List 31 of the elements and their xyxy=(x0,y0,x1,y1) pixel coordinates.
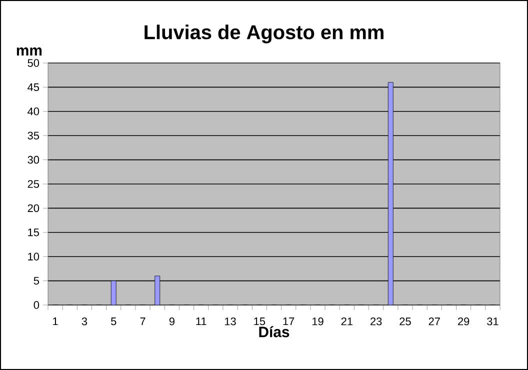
y-tick-label: 50 xyxy=(28,59,40,67)
x-tick-label: 27 xyxy=(428,318,440,326)
y-tick-label: 5 xyxy=(34,276,40,285)
y-tick-label: 40 xyxy=(28,108,40,116)
bar xyxy=(388,82,394,305)
x-tick-label: 25 xyxy=(400,318,411,326)
y-tick-label: 35 xyxy=(28,132,40,140)
y-tick-label: 30 xyxy=(28,156,40,164)
y-tick-label: 45 xyxy=(28,83,40,92)
y-tick-label: 15 xyxy=(28,228,40,236)
x-tick-label: 31 xyxy=(487,318,498,326)
x-tick-label: 17 xyxy=(283,318,294,326)
x-tick-label: 5 xyxy=(111,318,116,326)
y-tick-label: 25 xyxy=(28,180,40,188)
y-tick-label: 20 xyxy=(28,204,40,212)
x-tick-label: 21 xyxy=(341,318,352,326)
y-tick-label: 10 xyxy=(28,252,40,260)
x-tick-label: 15 xyxy=(254,318,266,326)
y-axis-title: mm xyxy=(16,47,42,56)
x-tick-label: 1 xyxy=(53,318,58,326)
x-tick-label: 19 xyxy=(312,318,324,326)
chart-title: Lluvias de Agosto en mm xyxy=(144,24,384,44)
x-tick-label: 3 xyxy=(82,318,88,326)
y-tick-label: 0 xyxy=(34,301,40,309)
x-axis-title: Días xyxy=(259,326,290,338)
x-tick-label: 23 xyxy=(370,318,382,326)
x-tick-label: 9 xyxy=(169,318,174,326)
x-tick-label: 13 xyxy=(225,318,236,326)
x-tick-label: 11 xyxy=(196,318,206,326)
x-tick-label: 29 xyxy=(458,318,470,326)
x-tick-label: 7 xyxy=(140,318,146,326)
